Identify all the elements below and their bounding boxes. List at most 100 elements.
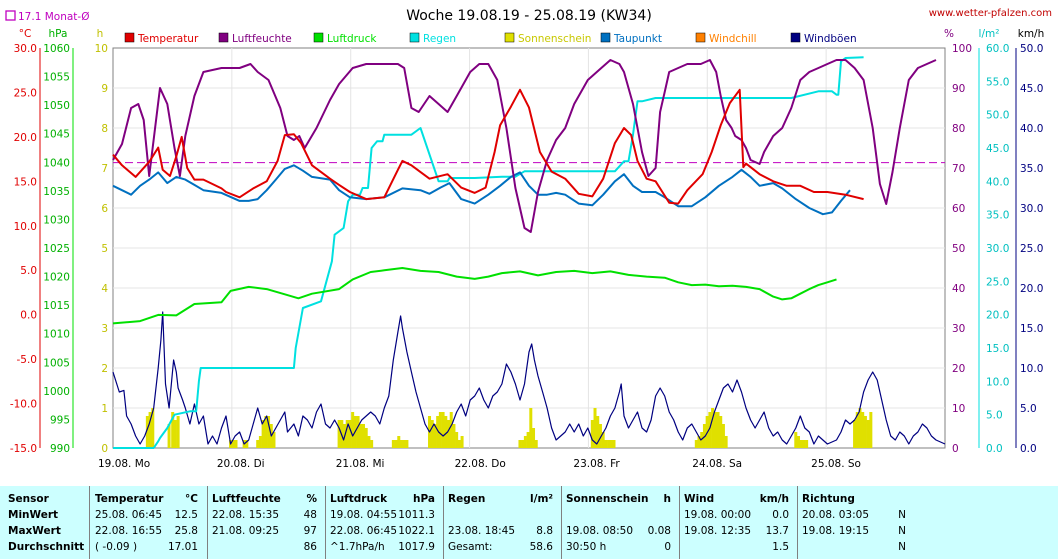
rain-axis-unit: l/m²: [979, 28, 1000, 40]
header-sensor: Sensor: [8, 493, 49, 505]
pressure-tick-label: 1045: [43, 129, 70, 141]
sunshine-bar: [518, 440, 521, 448]
max-temp-value: 25.8: [150, 525, 198, 537]
day-label: 23.08. Fr: [573, 458, 620, 470]
sunshine-bar: [259, 436, 262, 448]
stats-table: Sensor Temperatur °C Luftfeuchte % Luftd…: [0, 486, 1058, 559]
min-wind-value: 0.0: [740, 509, 789, 521]
sunshine-tick-label: 6: [101, 203, 108, 215]
avg-press-value: 1017.9: [395, 541, 435, 553]
sunshine-bar: [591, 420, 594, 448]
pressure-tick-label: 1025: [43, 243, 70, 255]
min-press-value: 1011.3: [395, 509, 435, 521]
pressure-tick-label: 1005: [43, 357, 70, 369]
humidity-tick-label: 20: [952, 363, 965, 375]
legend-label-windchill: Windchill: [709, 33, 757, 45]
header-wind: Wind: [684, 493, 714, 505]
column-separator: [797, 486, 798, 559]
wind-tick-label: 40.0: [1020, 123, 1043, 135]
header-rain: Regen: [448, 493, 485, 505]
sunshine-bar: [607, 440, 610, 448]
legend-label-humidity: Luftfeuchte: [232, 33, 292, 45]
sunshine-tick-label: 1: [101, 403, 108, 415]
sunshine-bar: [272, 432, 275, 448]
sunshine-tick-label: 8: [101, 123, 108, 135]
max-press-time: 22.08. 06:45: [330, 525, 397, 537]
max-press-value: 1022.1: [395, 525, 435, 537]
temp-tick-label: 30.0: [14, 43, 37, 55]
sunshine-bar: [362, 424, 365, 448]
header-direction: Richtung: [802, 493, 855, 505]
pressure-tick-label: 1030: [43, 214, 70, 226]
sunshine-bar: [174, 420, 177, 448]
rain-tick-label: 20.0: [986, 310, 1009, 322]
pressure-tick-label: 1055: [43, 72, 70, 84]
humidity-tick-label: 60: [952, 203, 965, 215]
sunshine-bar: [869, 412, 872, 448]
sunshine-bar: [527, 432, 530, 448]
min-dir-value: N: [880, 509, 906, 521]
rain-tick-label: 25.0: [986, 276, 1009, 288]
sunshine-bar: [359, 424, 362, 448]
temp-tick-label: 0.0: [20, 310, 37, 322]
min-press-time: 19.08. 04:55: [330, 509, 397, 521]
humidity-tick-label: 0: [952, 443, 959, 455]
rain-tick-label: 50.0: [986, 110, 1009, 122]
sunshine-bar: [610, 440, 613, 448]
legend-swatch-gusts: [791, 33, 800, 42]
legend-swatch-temperature: [125, 33, 134, 42]
sunshine-bar: [858, 408, 861, 448]
sunshine-bar: [452, 424, 455, 448]
legend-label-dewpoint: Taupunkt: [613, 33, 662, 45]
total-rain-label: Gesamt:: [448, 541, 492, 553]
avg-wind-value: 1.5: [740, 541, 789, 553]
wind-tick-label: 30.0: [1020, 203, 1043, 215]
temp-tick-label: -5.0: [17, 354, 38, 366]
sunshine-bar: [719, 416, 722, 448]
min-temp-value: 12.5: [150, 509, 198, 521]
avg-hum-value: 86: [280, 541, 317, 553]
pressure-axis-unit: hPa: [49, 28, 68, 40]
sunshine-bar: [348, 420, 351, 448]
day-label: 24.08. Sa: [692, 458, 742, 470]
sunshine-bar: [351, 412, 354, 448]
rain-tick-label: 10.0: [986, 376, 1009, 388]
humidity-tick-label: 50: [952, 243, 965, 255]
sunshine-bar: [367, 436, 370, 448]
wind-tick-label: 25.0: [1020, 243, 1043, 255]
sunshine-bar: [714, 412, 717, 448]
temp-tick-label: 15.0: [14, 176, 37, 188]
sunshine-bar: [529, 408, 532, 448]
row-label-avg: Durchschnitt: [8, 541, 84, 553]
sunshine-bar: [442, 412, 445, 448]
max-dir-time: 19.08. 19:15: [802, 525, 869, 537]
humidity-tick-label: 30: [952, 323, 965, 335]
humidity-tick-label: 10: [952, 403, 965, 415]
legend-swatch-windchill: [696, 33, 705, 42]
temp-tick-label: -15.0: [10, 443, 37, 455]
max-rain-value: 8.8: [505, 525, 553, 537]
sunshine-bar: [794, 432, 797, 448]
sunshine-bar: [264, 416, 267, 448]
header-humidity-unit: %: [280, 493, 317, 505]
total-rain-value: 58.6: [505, 541, 553, 553]
temp-tick-label: 10.0: [14, 221, 37, 233]
sunshine-bar: [400, 440, 403, 448]
legend-swatch-sunshine: [505, 33, 514, 42]
wind-tick-label: 5.0: [1020, 403, 1037, 415]
legend-label-temperature: Temperatur: [137, 33, 199, 45]
rain-tick-label: 35.0: [986, 210, 1009, 222]
header-sunshine-unit: h: [640, 493, 671, 505]
sunshine-bar: [439, 412, 442, 448]
humidity-tick-label: 100: [952, 43, 972, 55]
sunshine-bar: [403, 440, 406, 448]
max-hum-value: 97: [280, 525, 317, 537]
avg-dir-value: N: [880, 541, 906, 553]
rain-tick-label: 60.0: [986, 43, 1009, 55]
monat-marker-icon: [6, 11, 15, 20]
sunshine-tick-label: 10: [95, 43, 108, 55]
monat-avg-label: 17.1 Monat-Ø: [18, 11, 89, 23]
row-label-min: MinWert: [8, 509, 58, 521]
wind-tick-label: 50.0: [1020, 43, 1043, 55]
day-label: 25.08. So: [811, 458, 861, 470]
